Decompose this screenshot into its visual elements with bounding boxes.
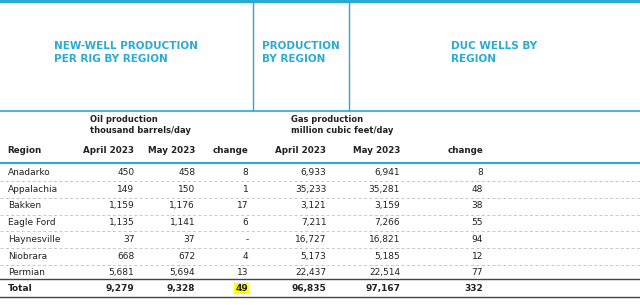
- Text: 150: 150: [178, 185, 195, 194]
- Text: Niobrara: Niobrara: [8, 252, 47, 261]
- Text: Bakken: Bakken: [8, 201, 41, 210]
- Text: 13: 13: [237, 268, 248, 278]
- Text: 4: 4: [243, 252, 248, 261]
- Text: Total: Total: [8, 284, 33, 293]
- Text: Permian: Permian: [8, 268, 45, 278]
- Text: 1,141: 1,141: [170, 218, 195, 227]
- Text: Oil production
thousand barrels/day: Oil production thousand barrels/day: [90, 115, 191, 135]
- Text: 37: 37: [184, 235, 195, 244]
- Text: -: -: [245, 235, 248, 244]
- Text: 77: 77: [472, 268, 483, 278]
- Text: 1,159: 1,159: [109, 201, 134, 210]
- Text: Eagle Ford: Eagle Ford: [8, 218, 55, 227]
- Text: 1,135: 1,135: [109, 218, 134, 227]
- Text: 35,281: 35,281: [369, 185, 400, 194]
- Text: 458: 458: [178, 168, 195, 177]
- Text: 6,941: 6,941: [374, 168, 400, 177]
- Text: 5,681: 5,681: [109, 268, 134, 278]
- Text: 668: 668: [117, 252, 134, 261]
- Text: April 2023: April 2023: [275, 146, 326, 156]
- Text: 38: 38: [472, 201, 483, 210]
- Text: 5,173: 5,173: [301, 252, 326, 261]
- Text: 5,694: 5,694: [170, 268, 195, 278]
- Text: PRODUCTION
BY REGION: PRODUCTION BY REGION: [262, 41, 340, 64]
- Text: 16,727: 16,727: [295, 235, 326, 244]
- Text: Region: Region: [8, 146, 42, 156]
- Text: 9,328: 9,328: [166, 284, 195, 293]
- Text: 8: 8: [477, 168, 483, 177]
- Text: Anadarko: Anadarko: [8, 168, 51, 177]
- Text: 35,233: 35,233: [295, 185, 326, 194]
- Text: 5,185: 5,185: [374, 252, 400, 261]
- Text: 6: 6: [243, 218, 248, 227]
- Text: 3,121: 3,121: [301, 201, 326, 210]
- Text: NEW-WELL PRODUCTION
PER RIG BY REGION: NEW-WELL PRODUCTION PER RIG BY REGION: [54, 41, 198, 64]
- Text: 450: 450: [117, 168, 134, 177]
- Text: 94: 94: [472, 235, 483, 244]
- Text: 7,266: 7,266: [374, 218, 400, 227]
- Text: 96,835: 96,835: [292, 284, 326, 293]
- Text: 6,933: 6,933: [301, 168, 326, 177]
- Text: 1: 1: [243, 185, 248, 194]
- Text: April 2023: April 2023: [83, 146, 134, 156]
- Text: 149: 149: [117, 185, 134, 194]
- Text: May 2023: May 2023: [353, 146, 400, 156]
- Text: 48: 48: [472, 185, 483, 194]
- Text: 97,167: 97,167: [365, 284, 400, 293]
- Text: Gas production
million cubic feet/day: Gas production million cubic feet/day: [291, 115, 394, 135]
- Text: 49: 49: [236, 284, 248, 293]
- Text: 9,279: 9,279: [106, 284, 134, 293]
- Text: 37: 37: [123, 235, 134, 244]
- Text: 12: 12: [472, 252, 483, 261]
- Text: 3,159: 3,159: [374, 201, 400, 210]
- Text: 672: 672: [178, 252, 195, 261]
- Text: 8: 8: [243, 168, 248, 177]
- Text: change: change: [447, 146, 483, 156]
- Text: Appalachia: Appalachia: [8, 185, 58, 194]
- Text: 55: 55: [472, 218, 483, 227]
- Text: DUC WELLS BY
REGION: DUC WELLS BY REGION: [451, 41, 538, 64]
- Text: 17: 17: [237, 201, 248, 210]
- Text: 7,211: 7,211: [301, 218, 326, 227]
- Text: 1,176: 1,176: [170, 201, 195, 210]
- Text: May 2023: May 2023: [148, 146, 195, 156]
- Text: 16,821: 16,821: [369, 235, 400, 244]
- Text: change: change: [212, 146, 248, 156]
- Text: 22,514: 22,514: [369, 268, 400, 278]
- Text: Haynesville: Haynesville: [8, 235, 60, 244]
- Text: 22,437: 22,437: [295, 268, 326, 278]
- Text: 332: 332: [465, 284, 483, 293]
